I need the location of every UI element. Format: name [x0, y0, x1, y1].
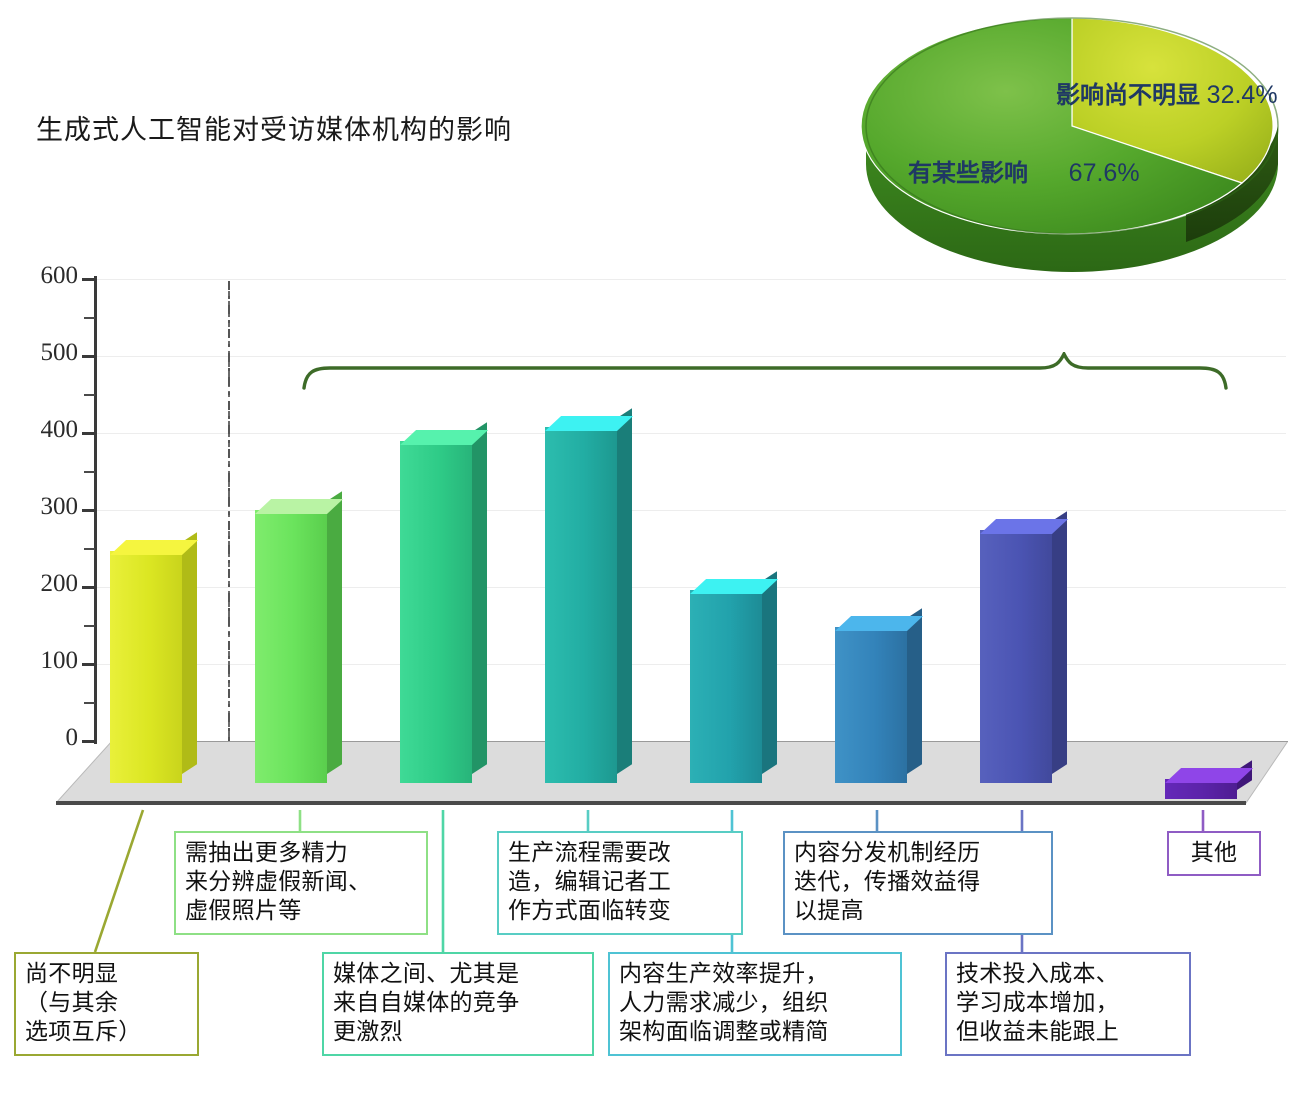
- caption-line: 其他: [1190, 839, 1238, 865]
- bar-face: [980, 530, 1052, 783]
- caption-line: 架构面临调整或精简: [619, 1018, 829, 1045]
- y-tick-label-100: 100: [40, 647, 79, 674]
- gridline-200: [96, 587, 1286, 588]
- bar-6[interactable]: [980, 511, 1069, 783]
- caption-line: 更激烈: [333, 1018, 403, 1045]
- caption-line: 以提高: [794, 897, 864, 924]
- pie-slice-percent-1: 67.6%: [1068, 159, 1140, 187]
- gridline-600: [96, 279, 1286, 280]
- y-axis-labels: 600 500 400 300 200 100 0: [0, 0, 79, 1088]
- caption-line: 内容生产效率提升，: [619, 960, 829, 986]
- y-tick-label-600: 600: [40, 262, 79, 289]
- caption-line: 来分辨虚假新闻、: [185, 868, 372, 895]
- bar-side: [472, 422, 487, 774]
- bar-7[interactable]: [1165, 760, 1254, 799]
- caption-line: 生产流程需要改: [508, 839, 672, 865]
- caption-box-6[interactable]: 技术投入成本、 学习成本增加， 但收益未能跟上: [945, 952, 1191, 1056]
- bar-3[interactable]: [545, 408, 634, 783]
- chart-title: 生成式人工智能对受访媒体机构的影响: [36, 115, 512, 145]
- bar-1[interactable]: [255, 491, 344, 783]
- caption-box-0[interactable]: 尚不明显 （与其余 选项互斥）: [14, 952, 199, 1056]
- bar-5[interactable]: [835, 608, 924, 783]
- y-tick-label-200: 200: [40, 570, 79, 597]
- caption-line: 作方式面临转变: [508, 897, 672, 924]
- caption-box-3[interactable]: 生产流程需要改 造，编辑记者工 作方式面临转变: [497, 831, 743, 935]
- bar-face: [400, 441, 472, 783]
- bar-side: [907, 608, 922, 774]
- bar-face: [690, 590, 762, 783]
- caption-line: 需抽出更多精力: [185, 839, 349, 865]
- pie-slice-name-0: 影响尚不明显: [1056, 82, 1200, 109]
- caption-box-1[interactable]: 需抽出更多精力 来分辨虚假新闻、 虚假照片等: [174, 831, 428, 935]
- bar-face: [545, 427, 617, 783]
- caption-box-5[interactable]: 内容分发机制经历 迭代，传播效益得 以提高: [783, 831, 1053, 935]
- caption-line: 尚不明显: [25, 960, 119, 986]
- caption-line: （与其余: [25, 989, 119, 1016]
- bar-side: [617, 408, 632, 774]
- y-tick-label-300: 300: [40, 493, 79, 520]
- bar-side: [1052, 511, 1067, 774]
- pie-slice-name-1: 有某些影响: [908, 160, 1028, 187]
- caption-line: 造，编辑记者工: [508, 868, 672, 895]
- bar-face: [255, 510, 327, 783]
- caption-box-7[interactable]: 其他: [1167, 831, 1261, 877]
- y-tick-label-500: 500: [40, 339, 79, 366]
- caption-line: 来自自媒体的竞争: [333, 989, 520, 1016]
- gridline-400: [96, 433, 1286, 434]
- caption-line: 媒体之间、尤其是: [333, 960, 520, 986]
- bar-face: [110, 551, 182, 783]
- chart-floor: [56, 741, 1288, 809]
- bar-side: [327, 491, 342, 774]
- caption-line: 人力需求减少，组织: [619, 989, 829, 1016]
- gridline-500: [96, 356, 1286, 357]
- pie-slice-percent-0: 32.4%: [1206, 81, 1278, 109]
- bar-4[interactable]: [690, 571, 779, 783]
- caption-line: 内容分发机制经历: [794, 839, 981, 865]
- grouping-brace: [300, 350, 1230, 390]
- caption-line: 技术投入成本、: [956, 960, 1120, 986]
- caption-line: 学习成本增加，: [956, 989, 1120, 1016]
- pie-slice-label-0: 影响尚不明显 32.4%: [1056, 80, 1278, 111]
- bar-side: [182, 532, 197, 774]
- y-tick-label-0: 0: [65, 724, 79, 751]
- bar-side: [762, 571, 777, 774]
- caption-line: 虚假照片等: [185, 897, 302, 924]
- caption-line: 迭代，传播效益得: [794, 868, 981, 895]
- pie-chart: 影响尚不明显 32.4% 有某些影响 67.6%: [856, 0, 1288, 296]
- caption-box-2[interactable]: 媒体之间、尤其是 来自自媒体的竞争 更激烈: [322, 952, 594, 1056]
- y-tick-label-400: 400: [40, 416, 79, 443]
- caption-line: 但收益未能跟上: [956, 1018, 1120, 1045]
- bar-face: [1165, 779, 1237, 799]
- bar-0[interactable]: [110, 532, 199, 783]
- bar-face: [835, 627, 907, 783]
- caption-box-4[interactable]: 内容生产效率提升， 人力需求减少，组织 架构面临调整或精简: [608, 952, 902, 1056]
- pie-slice-label-1: 有某些影响 67.6%: [908, 158, 1140, 189]
- gridline-300: [96, 510, 1286, 511]
- caption-line: 选项互斥）: [25, 1018, 142, 1045]
- category-separator-line: [228, 281, 230, 757]
- bar-2[interactable]: [400, 422, 489, 783]
